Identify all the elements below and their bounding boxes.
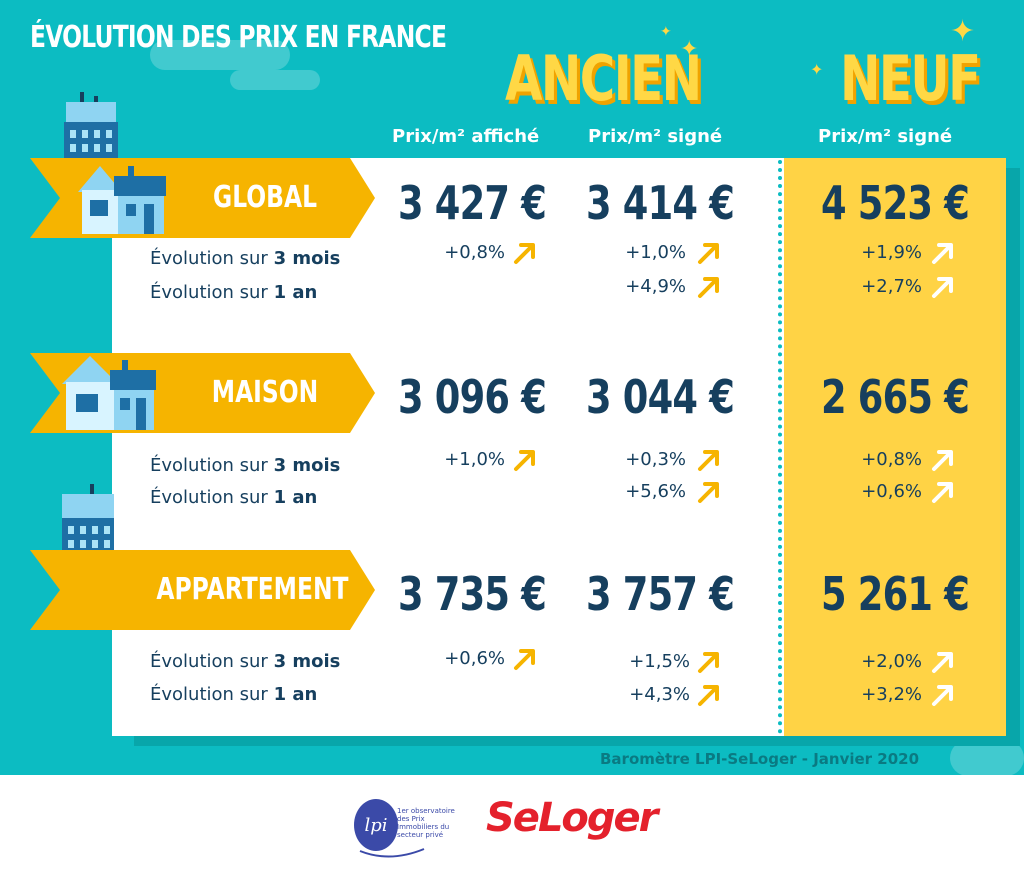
column-header-ancien-signe: Prix/m² signé <box>588 126 723 147</box>
arrow-up-right-icon <box>932 652 953 673</box>
period-1y: 1 an <box>273 487 318 508</box>
arrow-up-right-icon <box>514 243 535 264</box>
cloud-decoration <box>230 70 320 90</box>
evolution-prefix: Évolution sur <box>150 651 274 672</box>
evolution-label-3m: Évolution sur 3 mois <box>150 248 340 269</box>
arrow-up-right-icon <box>698 652 719 673</box>
sparkle-icon: ✦ <box>810 60 824 79</box>
lpi-mark-text: lpi <box>364 815 387 836</box>
evolution-signe-1y: +4,3% <box>629 684 690 705</box>
evolution-neuf-3m: +1,9% <box>861 242 922 263</box>
period-3m: 3 mois <box>273 455 341 476</box>
evolution-neuf-3m: +0,8% <box>861 449 922 470</box>
evolution-neuf-1y: +2,7% <box>861 276 922 297</box>
arrow-up-right-icon <box>698 450 719 471</box>
ancien-heading: ANCIEN <box>505 42 702 115</box>
price-ancien-affiche: 3 735 € <box>397 567 547 621</box>
evolution-neuf-1y: +0,6% <box>861 481 922 502</box>
ribbon-shape <box>30 550 375 630</box>
price-ancien-signe: 3 044 € <box>585 370 735 424</box>
seloger-logo: SeLoger <box>486 795 658 841</box>
period-1y: 1 an <box>273 684 318 705</box>
evolution-prefix: Évolution sur <box>150 684 274 705</box>
arrow-up-right-icon <box>698 482 719 503</box>
period-3m: 3 mois <box>273 248 341 269</box>
data-panel <box>112 158 784 736</box>
arrow-up-right-icon <box>514 450 535 471</box>
arrow-up-right-icon <box>932 450 953 471</box>
evolution-label-1y: Évolution sur 1 an <box>150 487 317 508</box>
arrow-up-right-icon <box>932 482 953 503</box>
row-label-global: GLOBAL <box>212 180 318 215</box>
cloud-decoration <box>150 40 290 70</box>
arrow-up-right-icon <box>514 649 535 670</box>
evolution-signe-3m: +1,5% <box>629 651 690 672</box>
price-ancien-affiche: 3 096 € <box>397 370 547 424</box>
evolution-signe-1y: +4,9% <box>625 276 686 297</box>
ribbon-appartement: APPARTEMENT <box>30 550 375 630</box>
evolution-prefix: Évolution sur <box>150 455 274 476</box>
evolution-label-1y: Évolution sur 1 an <box>150 684 317 705</box>
price-neuf: 5 261 € <box>820 567 970 621</box>
sparkle-icon: ✦ <box>680 37 699 62</box>
evolution-neuf-3m: +2,0% <box>861 651 922 672</box>
arrow-up-right-icon <box>932 243 953 264</box>
arrow-up-right-icon <box>698 243 719 264</box>
evolution-signe-3m: +1,0% <box>625 242 686 263</box>
evolution-affiche-3m: +0,8% <box>444 242 505 263</box>
source-caption: Baromètre LPI-SeLoger - Janvier 2020 <box>600 750 920 768</box>
cloud-decoration <box>950 740 1024 776</box>
evolution-prefix: Évolution sur <box>150 487 274 508</box>
column-header-neuf-signe: Prix/m² signé <box>818 126 953 147</box>
house-icon <box>78 166 166 234</box>
period-3m: 3 mois <box>273 651 341 672</box>
price-ancien-affiche: 3 427 € <box>397 176 547 230</box>
arrow-up-right-icon <box>698 277 719 298</box>
house-icon <box>62 356 156 430</box>
evolution-signe-3m: +0,3% <box>625 449 686 470</box>
evolution-affiche-3m: +1,0% <box>444 449 505 470</box>
lpi-logo: lpi 1er observatoire des Prix Immobilier… <box>350 785 460 865</box>
column-header-ancien-affiche: Prix/m² affiché <box>392 126 540 147</box>
evolution-prefix: Évolution sur <box>150 282 274 303</box>
arrow-up-right-icon <box>932 685 953 706</box>
evolution-affiche-3m: +0,6% <box>444 648 505 669</box>
evolution-signe-1y: +5,6% <box>625 481 686 502</box>
price-ancien-signe: 3 414 € <box>585 176 735 230</box>
row-label-appartement: APPARTEMENT <box>156 572 349 607</box>
evolution-prefix: Évolution sur <box>150 248 274 269</box>
price-neuf: 2 665 € <box>820 370 970 424</box>
price-ancien-signe: 3 757 € <box>585 567 735 621</box>
sparkle-icon: ✦ <box>660 24 672 40</box>
arrow-up-right-icon <box>698 685 719 706</box>
evolution-label-1y: Évolution sur 1 an <box>150 282 317 303</box>
neuf-heading: NEUF <box>840 42 981 115</box>
neuf-panel <box>784 158 1006 736</box>
period-1y: 1 an <box>273 282 318 303</box>
evolution-label-3m: Évolution sur 3 mois <box>150 455 340 476</box>
row-label-maison: MAISON <box>211 375 319 410</box>
evolution-neuf-1y: +3,2% <box>861 684 922 705</box>
lpi-logo-text: 1er observatoire des Prix Immobiliers du… <box>397 807 455 839</box>
dotted-divider <box>778 160 782 734</box>
lpi-logo-mark: lpi <box>354 799 425 858</box>
sparkle-icon: ✦ <box>950 14 976 49</box>
evolution-label-3m: Évolution sur 3 mois <box>150 651 340 672</box>
page-title: ÉVOLUTION DES PRIX EN FRANCE <box>30 20 447 55</box>
arrow-up-right-icon <box>932 277 953 298</box>
price-neuf: 4 523 € <box>820 176 970 230</box>
